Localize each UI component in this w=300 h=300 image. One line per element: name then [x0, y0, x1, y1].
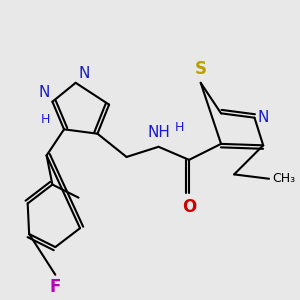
Text: N: N — [257, 110, 269, 125]
Text: H: H — [40, 113, 50, 126]
Text: N: N — [39, 85, 50, 100]
Text: F: F — [50, 278, 61, 296]
Text: NH: NH — [147, 125, 170, 140]
Text: CH₃: CH₃ — [272, 172, 295, 185]
Text: N: N — [79, 66, 90, 81]
Text: H: H — [175, 121, 184, 134]
Text: S: S — [195, 60, 207, 78]
Text: O: O — [182, 198, 196, 216]
